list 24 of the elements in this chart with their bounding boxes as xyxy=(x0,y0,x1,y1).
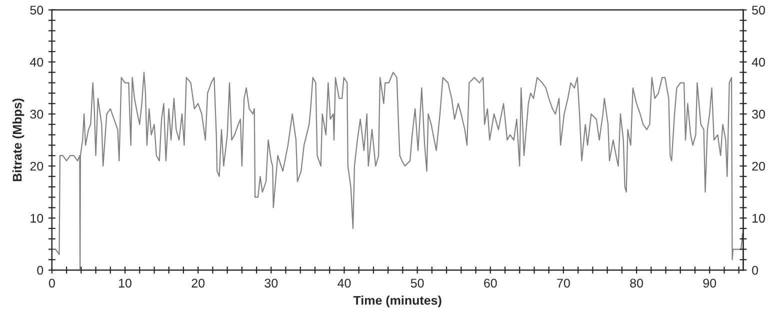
x-tick-label: 50 xyxy=(410,278,424,288)
x-axis-title: Time (minutes) xyxy=(353,296,442,308)
y-tick-label: 20 xyxy=(30,162,44,171)
x-tick-label: 0 xyxy=(48,278,55,288)
y-tick-label: 50 xyxy=(30,6,44,15)
x-tick-label: 30 xyxy=(264,278,278,288)
y-tick-label: 30 xyxy=(30,110,44,119)
y-axis-title: Bitrate (Mbps) xyxy=(12,98,24,182)
y-tick-label: 10 xyxy=(30,214,44,223)
x-tick-label: 80 xyxy=(630,278,643,288)
y2-tick-label: 0 xyxy=(752,266,758,275)
x-tick-label: 90 xyxy=(703,278,716,288)
y2-tick-label: 50 xyxy=(752,6,765,15)
x-tick-label: 60 xyxy=(484,278,497,288)
x-tick-label: 20 xyxy=(192,278,205,288)
y-tick-label: 40 xyxy=(30,58,44,67)
x-tick-label: 70 xyxy=(557,278,570,288)
y2-tick-label: 40 xyxy=(752,58,765,67)
y2-tick-label: 10 xyxy=(752,214,765,223)
y2-tick-label: 20 xyxy=(752,162,765,171)
x-tick-label: 10 xyxy=(119,278,132,288)
y2-tick-label: 30 xyxy=(752,110,765,119)
y-tick-label: 0 xyxy=(37,266,44,275)
x-tick-label: 40 xyxy=(338,278,351,288)
